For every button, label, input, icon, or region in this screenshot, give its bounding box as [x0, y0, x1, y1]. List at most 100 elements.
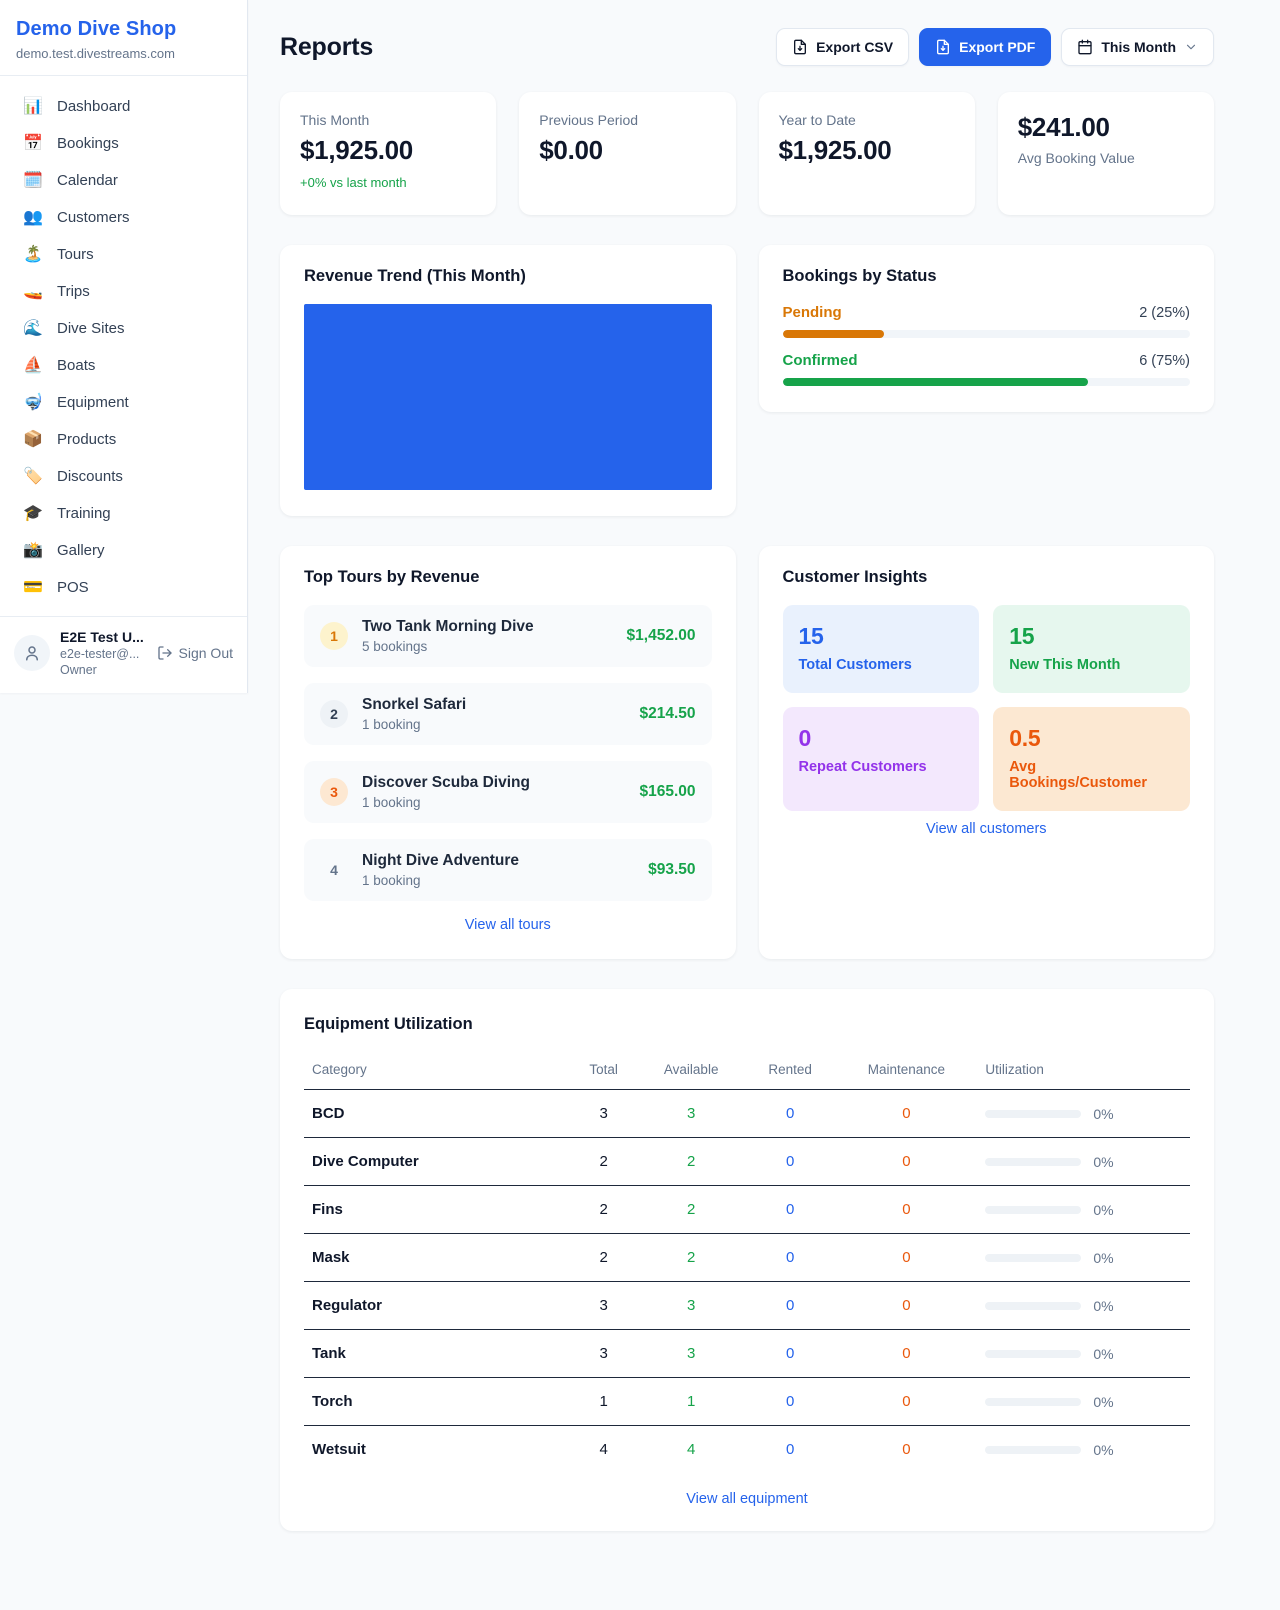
sidebar-item-dashboard[interactable]: 📊 Dashboard — [8, 88, 239, 125]
sidebar-item-customers[interactable]: 👥 Customers — [8, 199, 239, 236]
shop-domain: demo.test.divestreams.com — [16, 46, 175, 61]
customers-icon: 👥 — [23, 208, 43, 226]
tour-bookings: 1 booking — [362, 717, 421, 732]
cell-rented: 0 — [744, 1281, 836, 1330]
sidebar-item-label: Training — [57, 505, 111, 522]
sidebar-item-trips[interactable]: 🚤 Trips — [8, 273, 239, 310]
sidebar-item-calendar[interactable]: 🗓️ Calendar — [8, 162, 239, 199]
status-value: 6 (75%) — [1139, 353, 1190, 369]
cell-total: 1 — [569, 1377, 638, 1426]
graduation-cap-icon: 🎓 — [23, 504, 43, 522]
table-row: Wetsuit 4 4 0 0 0% — [304, 1426, 1190, 1474]
utilization-text: 0% — [1093, 1153, 1114, 1170]
cell-category: Dive Computer — [304, 1137, 570, 1186]
main-content: Reports Export CSV Export PDF This Month… — [248, 0, 1280, 1571]
stat-value: $1,925.00 — [778, 135, 892, 165]
export-csv-button[interactable]: Export CSV — [776, 28, 910, 66]
view-all-customers-link[interactable]: View all customers — [925, 821, 1047, 837]
page-title: Reports — [280, 32, 374, 61]
dashboard-icon: 📊 — [23, 97, 43, 115]
rank-badge: 1 — [320, 622, 348, 650]
cell-utilization: 0% — [977, 1137, 1190, 1186]
sidebar-item-bookings[interactable]: 📅 Bookings — [8, 125, 239, 162]
tour-name: Discover Scuba Diving — [362, 774, 530, 791]
page-header: Reports Export CSV Export PDF This Month — [280, 28, 1214, 66]
panel-title: Revenue Trend (This Month) — [304, 267, 526, 285]
bookings-calendar-icon: 📅 — [23, 134, 43, 152]
tour-revenue: $93.50 — [648, 861, 696, 878]
cell-available: 2 — [637, 1185, 745, 1234]
table-header-row: Category Total Available Rented Maintena… — [304, 1052, 1190, 1090]
file-download-icon — [937, 39, 950, 55]
stat-card-year-to-date: Year to Date $1,925.00 — [758, 92, 975, 215]
period-selector[interactable]: This Month — [1061, 28, 1214, 66]
view-all-equipment-link[interactable]: View all equipment — [686, 1491, 808, 1507]
progress-fill-pending — [782, 330, 885, 338]
sidebar-item-label: Dive Sites — [57, 320, 125, 337]
sidebar-item-dive-sites[interactable]: 🌊 Dive Sites — [8, 310, 239, 347]
cell-available: 4 — [687, 1441, 696, 1458]
brand: Demo Dive Shop demo.test.divestreams.com — [0, 0, 247, 76]
sign-out-button[interactable]: Sign Out — [157, 645, 233, 661]
tour-bookings: 1 booking — [362, 795, 421, 810]
utilization-bar — [985, 1301, 1082, 1310]
cell-available: 3 — [637, 1329, 745, 1378]
view-all-tours-link[interactable]: View all tours — [464, 917, 551, 933]
tour-list-item: 1 Two Tank Morning Dive 5 bookings $1,45… — [304, 605, 712, 667]
camera-icon: 📸 — [23, 541, 43, 559]
stat-card-avg-booking-value: $241.00 Avg Booking Value — [997, 92, 1214, 215]
insight-repeat-customers: 0 Repeat Customers — [782, 707, 980, 811]
sidebar-item-discounts[interactable]: 🏷️ Discounts — [8, 458, 239, 495]
sidebar-item-label: POS — [57, 579, 89, 596]
panel-title: Customer Insights — [782, 568, 928, 586]
stat-card-this-month: This Month $1,925.00 +0% vs last month — [280, 92, 497, 215]
tour-revenue: $165.00 — [639, 783, 696, 800]
rank-badge: 3 — [320, 778, 348, 806]
export-csv-label: Export CSV — [816, 39, 894, 55]
sidebar-item-label: Bookings — [57, 135, 119, 152]
cell-available: 2 — [637, 1137, 745, 1186]
table-row: Dive Computer 2 2 0 0 0% — [304, 1137, 1190, 1186]
tag-icon: 🏷️ — [23, 467, 43, 485]
sidebar-item-training[interactable]: 🎓 Training — [8, 495, 239, 532]
period-label: This Month — [1101, 39, 1176, 55]
sidebar-item-boats[interactable]: ⛵ Boats — [8, 347, 239, 384]
top-tours-panel: Top Tours by Revenue 1 Two Tank Morning … — [280, 546, 736, 959]
cell-available: 3 — [637, 1281, 745, 1330]
sidebar-item-products[interactable]: 📦 Products — [8, 421, 239, 458]
cell-maintenance: 0 — [835, 1233, 978, 1282]
stat-label: This Month — [300, 112, 370, 128]
sidebar-item-pos[interactable]: 💳 POS — [8, 569, 239, 606]
stat-value: $1,925.00 — [300, 135, 413, 165]
utilization-bar — [985, 1397, 1082, 1406]
cell-category: Torch — [304, 1377, 570, 1426]
cell-utilization: 0% — [977, 1426, 1190, 1474]
cell-category: Wetsuit — [312, 1441, 366, 1458]
cell-maintenance: 0 — [835, 1089, 978, 1138]
sidebar-item-equipment[interactable]: 🤿 Equipment — [8, 384, 239, 421]
insight-label: New This Month — [1009, 657, 1121, 673]
tour-name: Two Tank Morning Dive — [362, 618, 534, 635]
export-pdf-button[interactable]: Export PDF — [919, 28, 1052, 66]
credit-card-icon: 💳 — [23, 578, 43, 596]
status-row-confirmed: Confirmed 6 (75%) — [782, 352, 1190, 386]
file-download-icon — [794, 39, 807, 55]
user-name: E2E Test U... — [60, 629, 144, 645]
utilization-text: 0% — [1093, 1297, 1114, 1314]
sidebar-item-label: Products — [57, 431, 117, 448]
cell-utilization: 0% — [977, 1185, 1190, 1234]
sidebar-item-gallery[interactable]: 📸 Gallery — [8, 532, 239, 569]
tour-revenue: $214.50 — [639, 705, 696, 722]
bookings-by-status-panel: Bookings by Status Pending 2 (25%) Confi… — [758, 245, 1214, 412]
stat-value: $241.00 — [1017, 112, 1110, 142]
trips-boat-icon: 🚤 — [23, 282, 43, 300]
insight-total-customers: 15 Total Customers — [782, 605, 980, 693]
user-meta: E2E Test U... e2e-tester@... Owner — [60, 629, 147, 677]
cell-utilization: 0% — [977, 1233, 1190, 1282]
utilization-text: 0% — [1093, 1441, 1114, 1458]
tour-name: Night Dive Adventure — [362, 852, 520, 869]
sidebar-item-label: Trips — [57, 283, 90, 300]
sidebar-item-tours[interactable]: 🏝️ Tours — [8, 236, 239, 273]
insight-value: 0.5 — [1009, 725, 1041, 751]
user-role: Owner — [60, 663, 97, 677]
